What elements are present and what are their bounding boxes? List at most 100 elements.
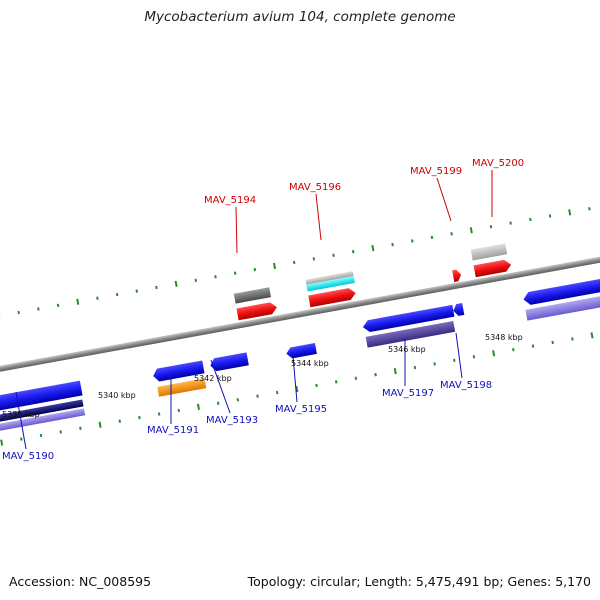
minor-tick bbox=[177, 408, 181, 413]
gene-label-mav-5190[interactable]: MAV_5190 bbox=[2, 451, 54, 462]
minor-tick bbox=[79, 426, 82, 430]
major-tick bbox=[469, 227, 473, 234]
gene-feature-mav-5200[interactable] bbox=[470, 243, 512, 278]
major-tick bbox=[590, 332, 594, 339]
gene-feature-mav-5198[interactable] bbox=[452, 303, 465, 317]
major-tick bbox=[393, 367, 397, 375]
minor-tick bbox=[115, 292, 119, 297]
gene-label-mav-5198[interactable]: MAV_5198 bbox=[440, 380, 492, 391]
minor-tick bbox=[413, 365, 417, 370]
scale-label: 5340 kbp bbox=[98, 391, 136, 400]
major-tick bbox=[98, 421, 102, 428]
gene-labels: MAV_5190 MAV_5191 MAV_5193 MAV_5194 MAV_… bbox=[2, 158, 524, 462]
minor-tick bbox=[275, 390, 279, 395]
minor-tick bbox=[453, 358, 456, 363]
minor-tick bbox=[37, 307, 40, 311]
minor-tick bbox=[253, 267, 257, 272]
gene-label-mav-5194[interactable]: MAV_5194 bbox=[204, 195, 256, 206]
minor-tick bbox=[430, 235, 434, 240]
gene-feature-mav-5197[interactable] bbox=[362, 304, 457, 348]
minor-tick bbox=[256, 394, 259, 398]
gene-feature-mav-5195[interactable] bbox=[285, 343, 317, 359]
minor-tick bbox=[433, 362, 436, 366]
minor-tick bbox=[531, 344, 535, 348]
minor-tick bbox=[17, 310, 20, 315]
minor-tick bbox=[374, 373, 377, 377]
gene-feature-mav-5196[interactable] bbox=[305, 271, 357, 308]
minor-tick bbox=[39, 433, 43, 438]
minor-tick bbox=[529, 217, 532, 222]
scale-label: 5342 kbp bbox=[194, 374, 232, 383]
minor-tick bbox=[233, 271, 237, 275]
gene-feature-mav-5191[interactable] bbox=[152, 360, 207, 397]
minor-tick bbox=[588, 207, 591, 211]
major-tick bbox=[272, 262, 277, 270]
gene-label-mav-5199[interactable]: MAV_5199 bbox=[410, 166, 462, 177]
leader-line bbox=[455, 332, 463, 379]
minor-tick bbox=[56, 303, 60, 308]
minor-tick bbox=[236, 398, 240, 402]
scale-label: 5338 kbp bbox=[2, 410, 40, 419]
leader-line bbox=[235, 206, 238, 254]
tick-track-upper bbox=[0, 207, 591, 318]
minor-tick bbox=[472, 355, 476, 359]
map-title: Mycobacterium avium 104, complete genome bbox=[144, 9, 456, 25]
gene-label-mav-5196[interactable]: MAV_5196 bbox=[289, 182, 341, 193]
minor-tick bbox=[509, 221, 512, 225]
minor-tick bbox=[354, 376, 358, 380]
leader-line bbox=[210, 359, 231, 414]
gene-label-mav-5193[interactable]: MAV_5193 bbox=[206, 415, 258, 426]
genome-backbone bbox=[0, 235, 600, 392]
topology-text: Topology: circular; Length: 5,475,491 bp… bbox=[247, 574, 591, 589]
leader-line bbox=[292, 355, 298, 403]
minor-tick bbox=[292, 260, 296, 265]
scale-labels: 5338 kbp 5340 kbp 5342 kbp 5344 kbp 5346… bbox=[2, 333, 523, 419]
gene-label-mav-5195[interactable]: MAV_5195 bbox=[275, 404, 327, 415]
scale-label: 5344 kbp bbox=[291, 359, 329, 368]
minor-tick bbox=[512, 348, 515, 352]
minor-tick bbox=[155, 285, 158, 290]
minor-tick bbox=[20, 437, 23, 441]
gene-label-mav-5197[interactable]: MAV_5197 bbox=[382, 388, 434, 399]
leader-line bbox=[436, 177, 452, 222]
minor-tick bbox=[135, 289, 139, 293]
major-tick bbox=[76, 298, 80, 305]
major-tick bbox=[492, 350, 496, 357]
minor-tick bbox=[450, 232, 453, 236]
minor-tick bbox=[332, 253, 335, 257]
minor-tick bbox=[214, 275, 217, 279]
minor-tick bbox=[312, 257, 316, 261]
minor-tick bbox=[411, 239, 414, 243]
gene-label-mav-5200[interactable]: MAV_5200 bbox=[472, 158, 524, 169]
scale-label: 5346 kbp bbox=[388, 345, 426, 354]
minor-tick bbox=[551, 340, 554, 345]
minor-tick bbox=[96, 296, 99, 300]
minor-tick bbox=[194, 278, 198, 282]
gene-feature-mav-5193[interactable] bbox=[209, 352, 249, 372]
gene-feature-mav-5194[interactable] bbox=[233, 287, 278, 321]
minor-tick bbox=[216, 401, 220, 405]
leader-line bbox=[315, 193, 322, 241]
minor-tick bbox=[489, 225, 493, 229]
minor-tick bbox=[548, 214, 552, 218]
gene-label-mav-5191[interactable]: MAV_5191 bbox=[147, 425, 199, 436]
leader-line bbox=[15, 391, 27, 450]
minor-tick bbox=[59, 430, 62, 434]
major-tick bbox=[196, 403, 200, 411]
label-leaders bbox=[15, 170, 493, 450]
minor-tick bbox=[351, 250, 355, 254]
major-tick bbox=[568, 209, 572, 216]
minor-tick bbox=[391, 242, 394, 247]
minor-tick bbox=[334, 380, 338, 384]
major-tick bbox=[0, 439, 4, 446]
major-tick bbox=[174, 280, 178, 288]
accession-text: Accession: NC_008595 bbox=[9, 574, 152, 589]
gene-feature-mav-5199[interactable] bbox=[452, 269, 462, 283]
scale-label: 5348 kbp bbox=[485, 333, 523, 342]
minor-tick bbox=[138, 415, 141, 420]
minor-tick bbox=[571, 337, 574, 341]
gene-feature-right-edge[interactable] bbox=[522, 264, 600, 321]
minor-tick bbox=[118, 419, 122, 423]
minor-tick bbox=[315, 383, 318, 388]
